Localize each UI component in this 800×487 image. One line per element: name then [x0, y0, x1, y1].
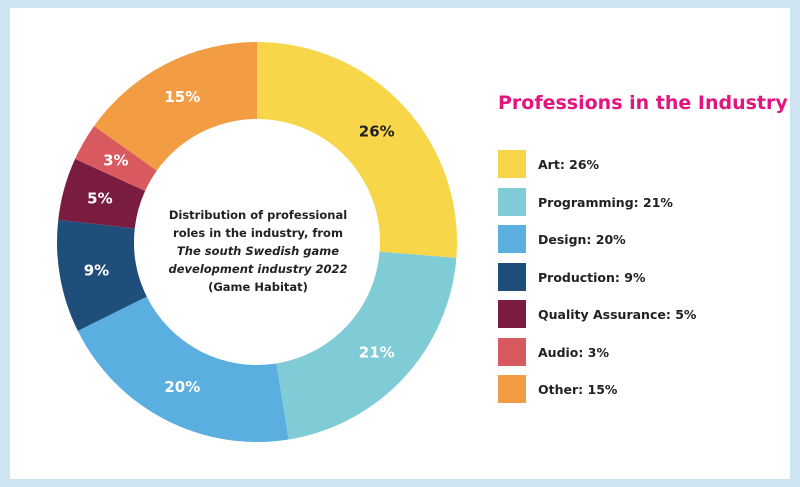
- center-caption-source2: development industry 2022: [168, 262, 348, 276]
- legend-swatch-other: [498, 375, 526, 403]
- legend-label-programming: Programming: 21%: [538, 194, 673, 210]
- legend-label-other: Other: 15%: [538, 382, 618, 397]
- center-caption-line2: roles in the industry, from: [173, 226, 343, 240]
- slice-programming: [276, 251, 457, 440]
- center-caption-source1: The south Swedish game: [176, 244, 340, 258]
- slice-audio: [75, 125, 157, 191]
- slice-label-quality-assurance: 5%: [87, 190, 112, 208]
- legend-title: Professions in the Industry: [498, 92, 788, 114]
- legend-label-design: Design: 20%: [538, 232, 626, 247]
- legend-swatch-art: [498, 150, 526, 178]
- center-caption-line1: Distribution of professional: [168, 208, 348, 222]
- slice-label-audio: 3%: [103, 152, 128, 170]
- slice-design: [77, 296, 289, 442]
- slice-label-design: 20%: [164, 378, 200, 396]
- slice-production: [56, 219, 147, 331]
- legend-label-art: Art: 26%: [538, 157, 600, 172]
- legend-label-audio: Audio: 3%: [538, 344, 609, 360]
- slice-label-other: 15%: [164, 88, 200, 106]
- legend-swatch-quality-assurance: [498, 300, 526, 328]
- slice-label-art: 26%: [359, 122, 395, 140]
- slice-other: [94, 42, 257, 171]
- legend-swatch-programming: [498, 187, 526, 216]
- center-caption-publisher: (Game Habitat): [208, 280, 308, 294]
- legend-label-production: Production: 9%: [538, 269, 646, 285]
- donut-chart: 26% 21% 20% 9% 5% 3% 15%: [56, 42, 457, 442]
- slice-quality-assurance: [58, 158, 146, 229]
- legend-swatch-production: [498, 262, 526, 291]
- slice-art: [257, 42, 457, 258]
- legend-swatch-design: [498, 225, 526, 253]
- chart-card: 26% 21% 20% 9% 5% 3% 15% Distribution of profe…: [10, 8, 790, 479]
- slice-label-production: 9%: [84, 261, 109, 279]
- legend-label-quality-assurance: Quality Assurance: 5%: [538, 307, 697, 322]
- legend-swatch-audio: [498, 337, 526, 366]
- center-caption: Distribution of professional roles in th…: [160, 206, 356, 296]
- slice-label-programming: 21%: [359, 344, 395, 362]
